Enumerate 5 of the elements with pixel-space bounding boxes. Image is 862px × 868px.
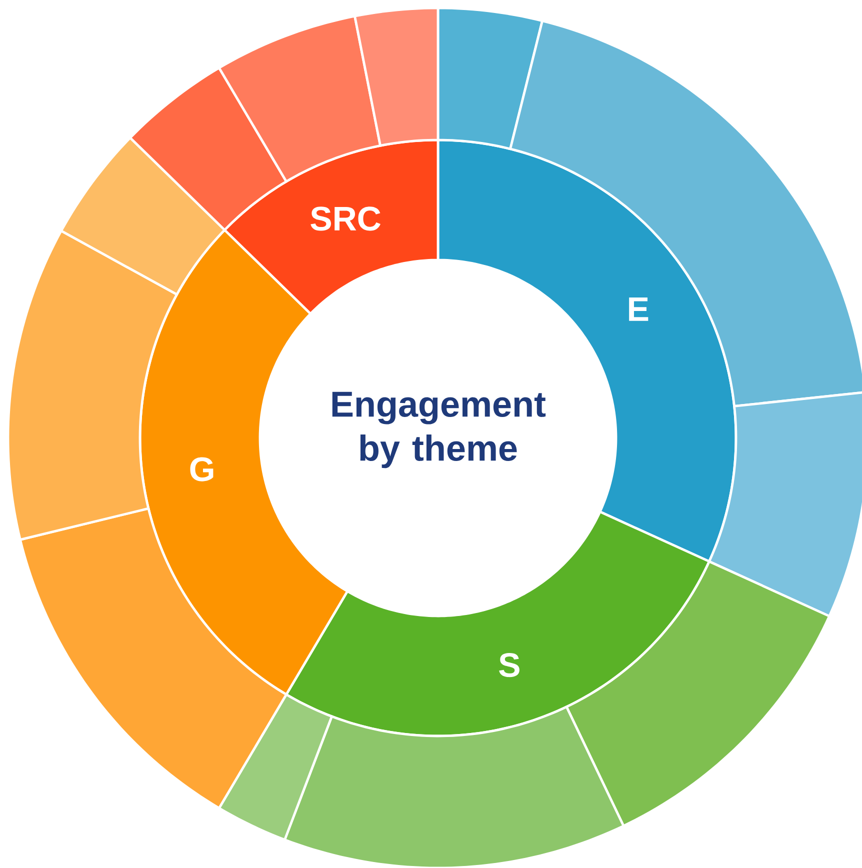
text: Engagement by theme <box>332 392 546 468</box>
slice-label: S <box>499 652 520 678</box>
slice-label: G <box>190 457 214 482</box>
slice-label: SRC <box>310 206 380 231</box>
slice-label: E <box>629 298 648 321</box>
